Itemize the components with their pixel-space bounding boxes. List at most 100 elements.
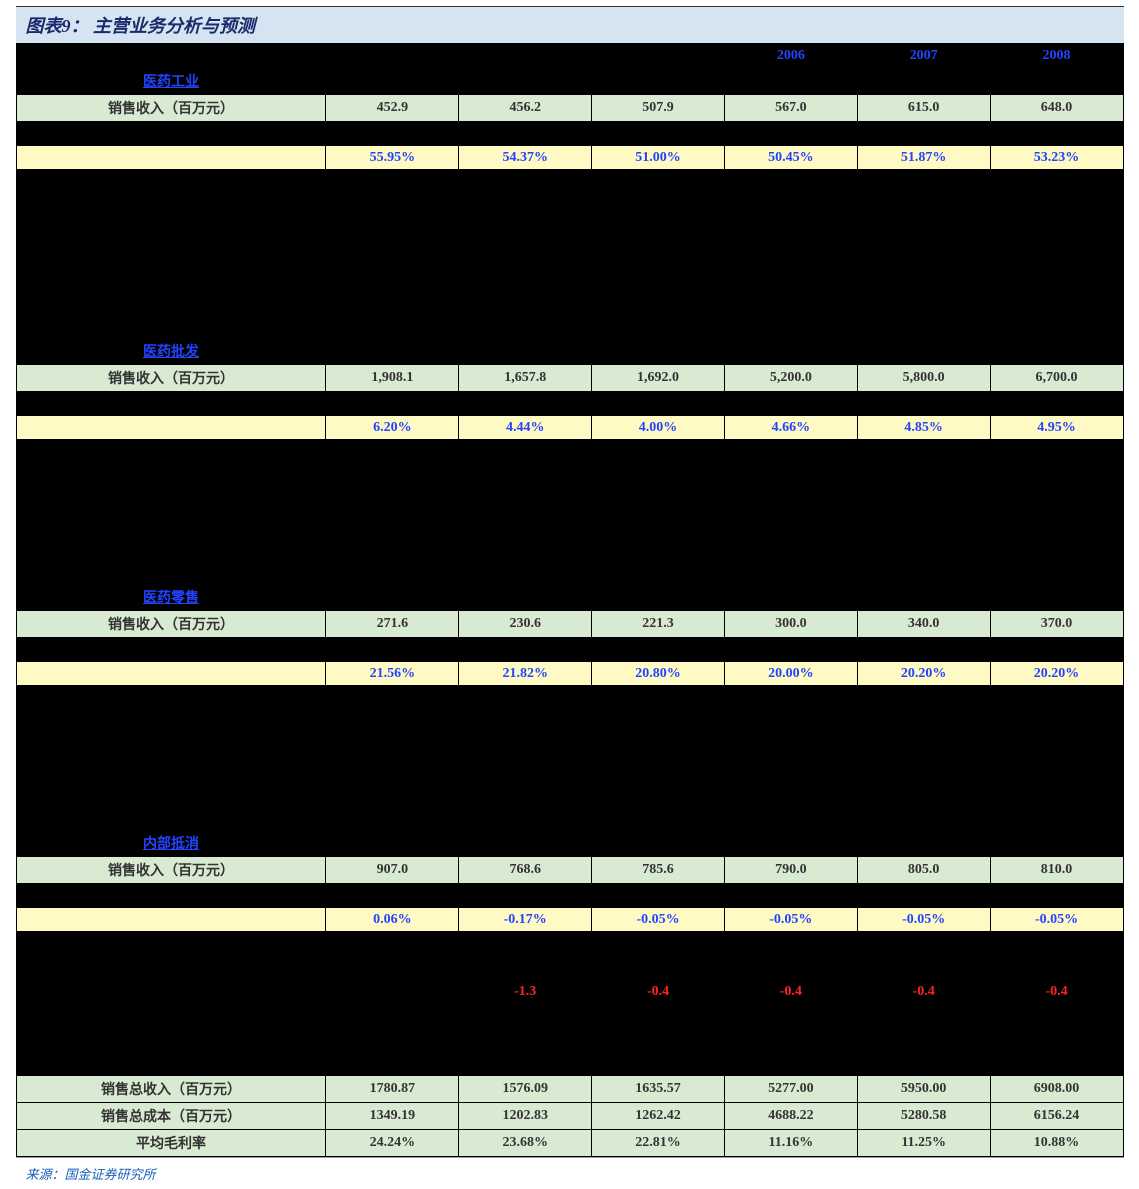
- row-label: [16, 662, 326, 686]
- row-label: [16, 536, 326, 560]
- value-cell: [592, 1052, 725, 1076]
- empty-cell: [857, 584, 990, 611]
- table-row: [16, 1028, 1123, 1052]
- value-cell: [326, 488, 459, 512]
- value-cell: [459, 314, 592, 338]
- value-cell: [990, 1028, 1123, 1052]
- value-cell: 1202.83: [459, 1103, 592, 1130]
- empty-cell: [326, 584, 459, 611]
- value-cell: -0.4: [724, 980, 857, 1004]
- value-cell: [990, 806, 1123, 830]
- value-cell: [592, 884, 725, 908]
- row-label: [16, 512, 326, 536]
- value-cell: [459, 638, 592, 662]
- column-header: [592, 44, 725, 68]
- table-row: [16, 314, 1123, 338]
- empty-cell: [459, 338, 592, 365]
- empty-cell: [990, 830, 1123, 857]
- value-cell: 907.0: [326, 857, 459, 884]
- row-label: [16, 290, 326, 314]
- value-cell: 790.0: [724, 857, 857, 884]
- source-text: 来源：国金证券研究所: [16, 1157, 1124, 1183]
- value-cell: [326, 242, 459, 266]
- value-cell: [326, 512, 459, 536]
- row-label: [16, 218, 326, 242]
- table-row: [16, 122, 1123, 146]
- value-cell: [592, 536, 725, 560]
- value-cell: [857, 440, 990, 464]
- value-cell: 5,800.0: [857, 365, 990, 392]
- table-row: [16, 464, 1123, 488]
- value-cell: [326, 758, 459, 782]
- value-cell: [592, 266, 725, 290]
- value-cell: [459, 710, 592, 734]
- value-cell: [857, 956, 990, 980]
- value-cell: [459, 806, 592, 830]
- value-cell: -0.17%: [459, 908, 592, 932]
- empty-cell: [459, 584, 592, 611]
- value-cell: [857, 806, 990, 830]
- empty-cell: [857, 830, 990, 857]
- value-cell: [459, 1028, 592, 1052]
- value-cell: 4688.22: [724, 1103, 857, 1130]
- figure-container: 图表9： 主营业务分析与预测 200620072008医药工业销售收入（百万元）…: [10, 0, 1130, 1189]
- row-label: [16, 758, 326, 782]
- value-cell: [857, 686, 990, 710]
- table-row: [16, 242, 1123, 266]
- value-cell: 54.37%: [459, 146, 592, 170]
- empty-cell: [326, 338, 459, 365]
- value-cell: [592, 314, 725, 338]
- row-label: [16, 1052, 326, 1076]
- section-header-label: 医药零售: [16, 584, 326, 611]
- row-label: [16, 560, 326, 584]
- value-cell: [459, 290, 592, 314]
- table-row: 销售收入（百万元）271.6230.6221.3300.0340.0370.0: [16, 611, 1123, 638]
- value-cell: [724, 170, 857, 194]
- row-label: [16, 710, 326, 734]
- empty-cell: [592, 338, 725, 365]
- column-header: [16, 44, 326, 68]
- value-cell: [459, 932, 592, 956]
- empty-cell: [592, 584, 725, 611]
- value-cell: [857, 194, 990, 218]
- value-cell: 20.20%: [857, 662, 990, 686]
- value-cell: [990, 710, 1123, 734]
- value-cell: 1262.42: [592, 1103, 725, 1130]
- value-cell: [724, 884, 857, 908]
- value-cell: [326, 734, 459, 758]
- value-cell: [724, 488, 857, 512]
- value-cell: [857, 170, 990, 194]
- table-row: 0.06%-0.17%-0.05%-0.05%-0.05%-0.05%: [16, 908, 1123, 932]
- column-header: 2007: [857, 44, 990, 68]
- value-cell: [857, 1052, 990, 1076]
- value-cell: [857, 932, 990, 956]
- value-cell: 648.0: [990, 95, 1123, 122]
- row-label: [16, 122, 326, 146]
- value-cell: [857, 242, 990, 266]
- row-label: [16, 464, 326, 488]
- table-row: [16, 932, 1123, 956]
- value-cell: [459, 758, 592, 782]
- value-cell: 6908.00: [990, 1076, 1123, 1103]
- value-cell: [459, 782, 592, 806]
- value-cell: 21.82%: [459, 662, 592, 686]
- value-cell: [592, 512, 725, 536]
- value-cell: [724, 464, 857, 488]
- value-cell: 6156.24: [990, 1103, 1123, 1130]
- value-cell: 785.6: [592, 857, 725, 884]
- value-cell: 51.00%: [592, 146, 725, 170]
- total-row: 平均毛利率24.24%23.68%22.81%11.16%11.25%10.88…: [16, 1130, 1123, 1157]
- empty-cell: [990, 338, 1123, 365]
- value-cell: [990, 758, 1123, 782]
- value-cell: [990, 1004, 1123, 1028]
- value-cell: -0.05%: [990, 908, 1123, 932]
- value-cell: [459, 686, 592, 710]
- value-cell: 20.20%: [990, 662, 1123, 686]
- value-cell: [459, 122, 592, 146]
- value-cell: [326, 314, 459, 338]
- empty-cell: [724, 830, 857, 857]
- value-cell: [857, 638, 990, 662]
- value-cell: [857, 734, 990, 758]
- table-row: 55.95%54.37%51.00%50.45%51.87%53.23%: [16, 146, 1123, 170]
- section-header-label: 医药工业: [16, 68, 326, 95]
